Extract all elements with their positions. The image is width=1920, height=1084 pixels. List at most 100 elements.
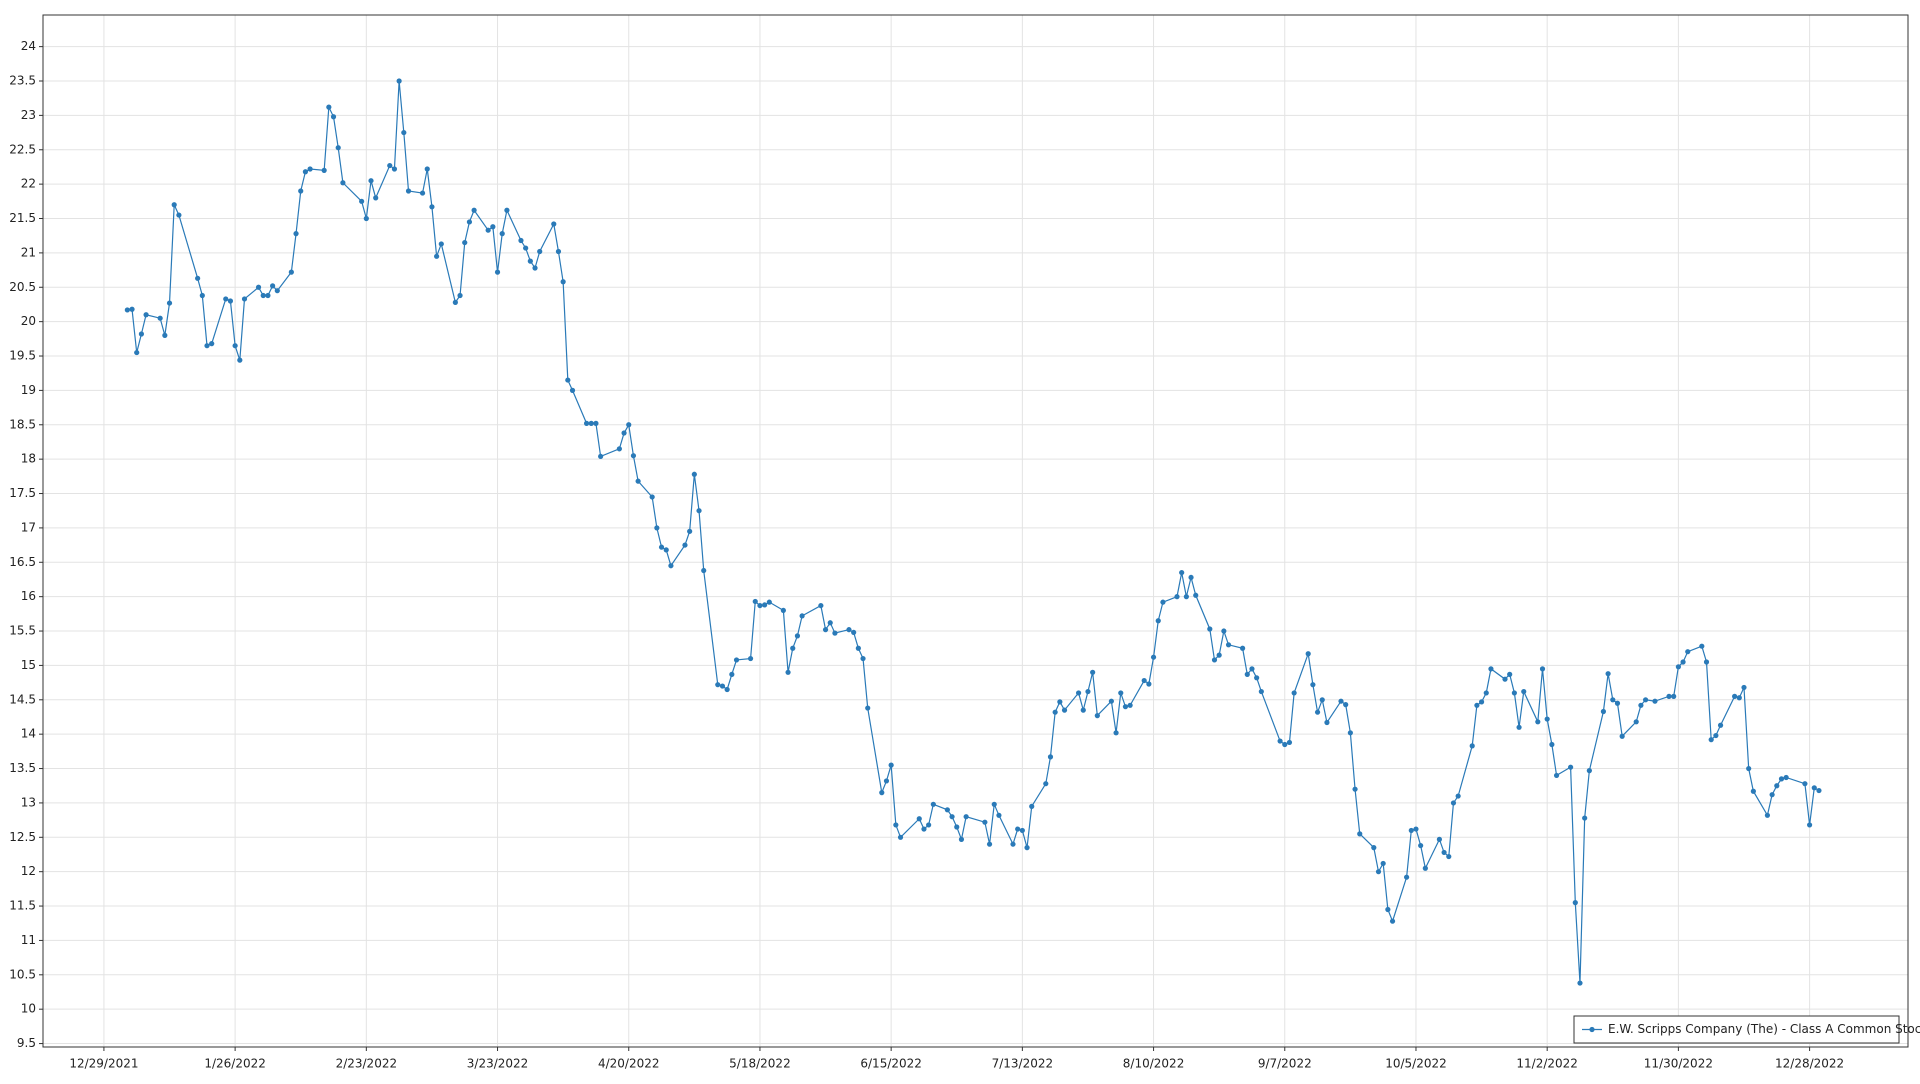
data-point bbox=[687, 528, 693, 534]
data-point bbox=[1347, 730, 1353, 736]
data-point bbox=[1019, 827, 1025, 834]
data-point bbox=[930, 801, 936, 807]
data-point bbox=[199, 292, 205, 299]
plot-background bbox=[43, 15, 1908, 1047]
data-point bbox=[138, 331, 145, 337]
data-point bbox=[1179, 569, 1185, 576]
data-point bbox=[1404, 874, 1410, 880]
data-point bbox=[157, 315, 163, 321]
data-point bbox=[241, 296, 248, 302]
data-point bbox=[255, 284, 262, 290]
data-point bbox=[1436, 836, 1443, 842]
data-point bbox=[790, 645, 796, 651]
plot-border bbox=[42, 14, 1909, 1048]
data-point bbox=[682, 542, 688, 548]
y-tick-label: 15 bbox=[21, 658, 36, 672]
data-point bbox=[134, 349, 140, 356]
data-point bbox=[232, 343, 238, 349]
y-tick-label: 10 bbox=[21, 1002, 36, 1016]
data-point bbox=[1642, 697, 1649, 703]
data-point bbox=[457, 292, 463, 299]
data-point bbox=[1085, 688, 1091, 695]
data-point bbox=[1778, 776, 1785, 782]
data-point bbox=[176, 212, 182, 218]
data-point bbox=[1633, 719, 1639, 725]
data-point bbox=[832, 630, 838, 636]
data-point bbox=[1010, 841, 1016, 847]
data-point bbox=[696, 508, 702, 514]
data-point bbox=[1094, 713, 1100, 719]
data-point bbox=[1736, 695, 1742, 701]
data-point bbox=[996, 812, 1002, 818]
data-point bbox=[1061, 707, 1068, 713]
data-point bbox=[424, 166, 430, 172]
data-point bbox=[359, 198, 365, 204]
data-point bbox=[729, 671, 735, 677]
data-point bbox=[921, 826, 927, 832]
data-point bbox=[822, 627, 829, 633]
y-tick-label: 12.5 bbox=[9, 830, 36, 844]
data-point bbox=[1408, 827, 1414, 834]
data-point bbox=[780, 607, 786, 614]
data-point bbox=[368, 178, 374, 184]
data-point bbox=[1291, 690, 1297, 696]
data-point bbox=[1127, 702, 1133, 708]
data-point bbox=[658, 544, 665, 550]
data-point bbox=[1090, 669, 1096, 675]
data-point bbox=[598, 453, 604, 460]
y-tick-label: 19 bbox=[21, 383, 36, 397]
data-point bbox=[1511, 690, 1517, 696]
data-point bbox=[143, 312, 149, 318]
data-point bbox=[1338, 698, 1344, 704]
data-point bbox=[1183, 594, 1189, 600]
data-point bbox=[1610, 697, 1616, 703]
data-point bbox=[818, 602, 824, 609]
data-point bbox=[129, 306, 135, 312]
data-point bbox=[1385, 906, 1391, 913]
data-point bbox=[1671, 693, 1677, 699]
data-point bbox=[1146, 681, 1152, 687]
data-point bbox=[757, 602, 763, 609]
data-point bbox=[1305, 651, 1311, 657]
data-point bbox=[963, 814, 969, 820]
data-point bbox=[799, 613, 805, 619]
data-point bbox=[1553, 772, 1560, 779]
data-point bbox=[1343, 702, 1349, 708]
y-tick-label: 10.5 bbox=[9, 967, 36, 981]
data-point bbox=[1568, 764, 1574, 770]
data-point bbox=[499, 231, 505, 237]
data-point bbox=[883, 778, 890, 784]
data-point bbox=[1521, 688, 1527, 695]
y-tick-label: 21 bbox=[21, 245, 36, 259]
data-point bbox=[555, 248, 562, 255]
data-point bbox=[1783, 774, 1789, 781]
data-point bbox=[373, 195, 379, 201]
data-point bbox=[569, 387, 576, 393]
data-point bbox=[1122, 704, 1129, 710]
data-point bbox=[1769, 792, 1775, 798]
data-point bbox=[302, 169, 309, 175]
data-point bbox=[1614, 700, 1621, 706]
y-tick-label: 21.5 bbox=[9, 211, 36, 225]
data-point bbox=[237, 357, 243, 363]
y-tick-label: 15.5 bbox=[9, 624, 36, 638]
x-tick-label: 3/23/2022 bbox=[467, 1057, 529, 1071]
data-point bbox=[396, 78, 402, 84]
legend: E.W. Scripps Company (The) - Class A Com… bbox=[1573, 1015, 1920, 1044]
data-point bbox=[949, 814, 955, 820]
data-point bbox=[462, 239, 468, 246]
data-point bbox=[471, 207, 477, 213]
data-point bbox=[719, 683, 726, 689]
data-point bbox=[1619, 733, 1625, 739]
data-point bbox=[762, 602, 768, 608]
data-point bbox=[1535, 719, 1541, 725]
y-tick-label: 23 bbox=[21, 108, 36, 122]
data-point bbox=[1319, 697, 1325, 703]
data-point bbox=[663, 547, 669, 553]
data-point bbox=[527, 258, 533, 264]
data-point bbox=[551, 221, 557, 227]
data-point bbox=[1666, 693, 1672, 699]
data-point bbox=[794, 633, 801, 639]
x-tick-label: 2/23/2022 bbox=[336, 1057, 398, 1071]
